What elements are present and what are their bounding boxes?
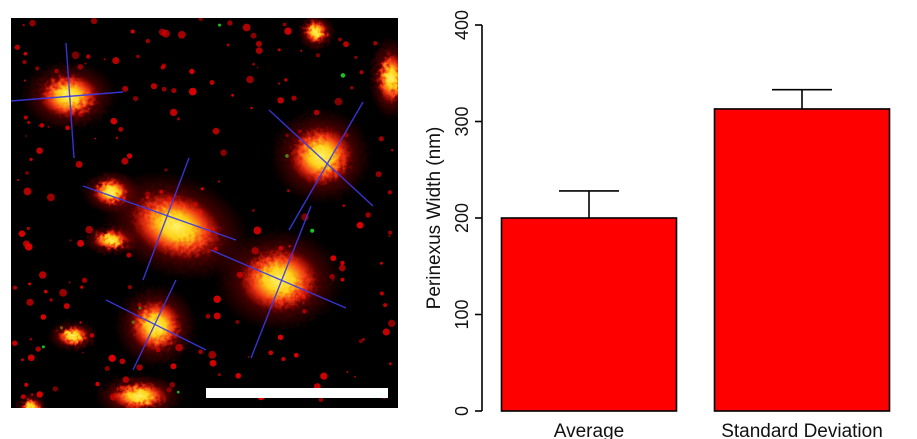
bar-standard-deviation [713, 108, 891, 412]
y-axis: 0 100 200 300 400 [452, 10, 483, 416]
y-tick-label: 200 [452, 203, 472, 233]
measurement-lines [11, 42, 374, 371]
x-tick-label: Standard Deviation [721, 421, 883, 439]
x-tick-labels: Average Standard Deviation [554, 421, 883, 439]
y-tick-label: 0 [452, 406, 472, 416]
scale-bar [206, 388, 388, 398]
y-tick-label: 300 [452, 106, 472, 136]
x-tick-label: Average [554, 421, 624, 439]
y-tick-label: 400 [452, 10, 472, 40]
micrograph-panel [11, 18, 398, 408]
bar-average [500, 217, 678, 412]
bars [500, 88, 891, 412]
y-axis-label: Perinexus Width (nm) [424, 127, 445, 310]
y-tick-label: 100 [452, 299, 472, 329]
